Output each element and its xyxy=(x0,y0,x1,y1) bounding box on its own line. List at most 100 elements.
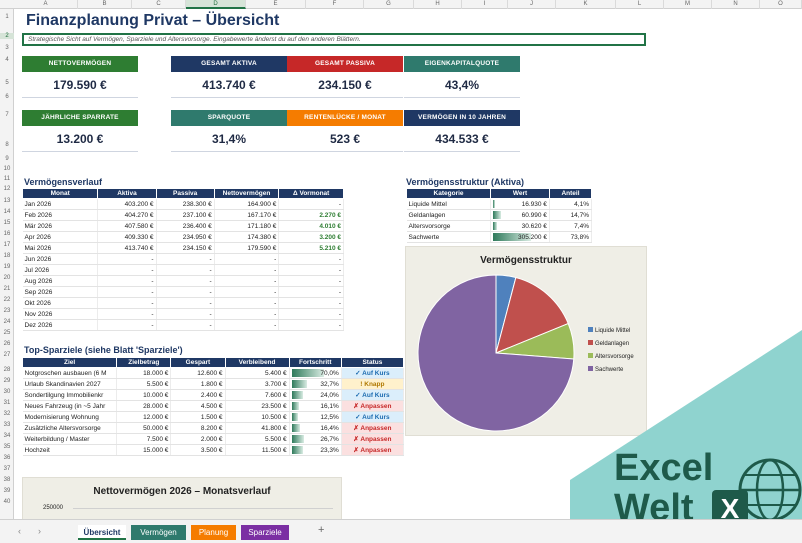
struktur-header-cell[interactable]: Kategorie xyxy=(405,188,492,199)
table-cell[interactable]: 50.000 € xyxy=(116,422,172,434)
table-cell[interactable]: - xyxy=(156,253,215,265)
table-cell[interactable]: 73,8% xyxy=(549,231,593,243)
table-cell[interactable]: - xyxy=(156,319,215,331)
column-header-A[interactable]: A xyxy=(14,0,78,9)
table-cell[interactable]: - xyxy=(214,286,280,298)
table-cell[interactable]: 413.740 € xyxy=(97,242,157,254)
table-cell[interactable]: 5.210 € xyxy=(278,242,344,254)
table-cell[interactable]: Mär 2026 xyxy=(22,220,99,232)
row-header-19[interactable]: 19 xyxy=(3,264,11,270)
table-cell[interactable]: - xyxy=(278,297,344,309)
table-cell[interactable]: 238.300 € xyxy=(156,198,215,210)
row-header-20[interactable]: 20 xyxy=(3,275,11,281)
table-cell[interactable]: - xyxy=(278,319,344,331)
table-cell[interactable]: - xyxy=(156,308,215,320)
status-badge[interactable]: ✗ Anpassen xyxy=(341,400,405,412)
table-cell[interactable]: Weiterbildung / Master xyxy=(22,433,118,445)
table-cell[interactable]: Altersvorsorge xyxy=(406,220,492,232)
table-cell[interactable]: 237.100 € xyxy=(156,209,215,221)
table-cell[interactable]: Zusätzliche Altersvorsorge xyxy=(22,422,118,434)
table-cell[interactable]: 407.580 € xyxy=(97,220,157,232)
table-cell[interactable]: Modernisierung Wohnung xyxy=(22,411,118,423)
table-cell[interactable]: Apr 2026 xyxy=(22,231,99,243)
table-cell[interactable]: Nov 2026 xyxy=(22,308,99,320)
column-header-H[interactable]: H xyxy=(414,0,462,9)
table-cell[interactable]: Aug 2026 xyxy=(22,275,99,287)
table-cell[interactable]: Sondertilgung Immobilienkr xyxy=(22,389,118,401)
table-cell[interactable]: Urlaub Skandinavien 2027 xyxy=(22,378,118,390)
table-cell[interactable]: 16.930 € xyxy=(490,198,550,210)
table-cell[interactable]: 16,1% xyxy=(289,400,342,412)
table-cell[interactable]: 167.170 € xyxy=(214,209,280,221)
tab-scroll-left-icon[interactable]: ‹ xyxy=(18,526,21,536)
row-header-12[interactable]: 12 xyxy=(3,186,11,192)
table-cell[interactable]: 2.400 € xyxy=(170,389,226,401)
table-cell[interactable]: 12.600 € xyxy=(170,367,226,379)
tab-vermoegen[interactable]: Vermögen xyxy=(131,525,186,540)
column-header-E[interactable]: E xyxy=(246,0,306,9)
table-cell[interactable]: Hochzeit xyxy=(22,444,118,456)
verlauf-header-cell[interactable]: Monat xyxy=(21,188,99,199)
kpi-value[interactable]: 434.533 € xyxy=(404,126,520,152)
table-cell[interactable]: 12,5% xyxy=(289,411,342,423)
tab-sparziele[interactable]: Sparziele xyxy=(241,525,289,540)
row-header-22[interactable]: 22 xyxy=(3,297,11,303)
status-badge[interactable]: ! Knapp xyxy=(341,378,405,390)
table-cell[interactable]: 4,1% xyxy=(549,198,593,210)
status-badge[interactable]: ✓ Auf Kurs xyxy=(341,367,405,379)
table-cell[interactable]: 404.270 € xyxy=(97,209,157,221)
table-cell[interactable]: 32,7% xyxy=(289,378,342,390)
row-header-2[interactable]: 2 xyxy=(0,33,14,39)
table-cell[interactable]: 14,7% xyxy=(549,209,593,221)
table-cell[interactable]: - xyxy=(278,198,344,210)
verlauf-header-cell[interactable]: Nettovermögen xyxy=(213,188,280,199)
table-cell[interactable]: - xyxy=(97,319,157,331)
sparziele-header-cell[interactable]: Fortschritt xyxy=(288,357,342,368)
table-cell[interactable]: 41.800 € xyxy=(225,422,290,434)
table-cell[interactable]: 5.500 € xyxy=(116,378,172,390)
table-cell[interactable]: - xyxy=(97,308,157,320)
column-header-C[interactable]: C xyxy=(132,0,186,9)
column-header-L[interactable]: L xyxy=(616,0,664,9)
sparziele-header-cell[interactable]: Zielbetrag xyxy=(116,357,172,368)
table-cell[interactable]: 164.900 € xyxy=(214,198,280,210)
table-cell[interactable]: - xyxy=(156,275,215,287)
table-cell[interactable]: Geldanlagen xyxy=(406,209,492,221)
table-cell[interactable]: 60.990 € xyxy=(490,209,550,221)
column-header-N[interactable]: N xyxy=(712,0,760,9)
table-cell[interactable]: 2.270 € xyxy=(278,209,344,221)
row-header-35[interactable]: 35 xyxy=(3,444,11,450)
table-cell[interactable]: 234.950 € xyxy=(156,231,215,243)
table-cell[interactable]: - xyxy=(214,253,280,265)
status-badge[interactable]: ✗ Anpassen xyxy=(341,422,405,434)
table-cell[interactable]: 234.150 € xyxy=(156,242,215,254)
table-cell[interactable]: Neues Fahrzeug (in ~5 Jahr xyxy=(22,400,118,412)
table-cell[interactable]: 171.180 € xyxy=(214,220,280,232)
line-chart[interactable]: Nettovermögen 2026 – Monatsverlauf 25000… xyxy=(22,477,342,522)
table-cell[interactable]: - xyxy=(278,286,344,298)
table-cell[interactable]: 23.500 € xyxy=(225,400,290,412)
tab-scroll-right-icon[interactable]: › xyxy=(38,526,41,536)
table-cell[interactable]: 3.200 € xyxy=(278,231,344,243)
sparziele-header-cell[interactable]: Ziel xyxy=(21,357,118,368)
column-header-B[interactable]: B xyxy=(78,0,132,9)
row-header-1[interactable]: 1 xyxy=(5,14,9,20)
table-cell[interactable]: 70,0% xyxy=(289,367,342,379)
row-header-31[interactable]: 31 xyxy=(3,400,11,406)
table-cell[interactable]: - xyxy=(214,308,280,320)
row-header-29[interactable]: 29 xyxy=(3,378,11,384)
column-header-O[interactable]: O xyxy=(760,0,802,9)
verlauf-header-cell[interactable]: Aktiva xyxy=(97,188,157,199)
table-cell[interactable]: 10.500 € xyxy=(225,411,290,423)
row-header-11[interactable]: 11 xyxy=(3,176,11,182)
table-cell[interactable]: 24,0% xyxy=(289,389,342,401)
table-cell[interactable]: 5.400 € xyxy=(225,367,290,379)
column-header-J[interactable]: J xyxy=(508,0,556,9)
row-header-28[interactable]: 28 xyxy=(3,367,11,373)
row-header-5[interactable]: 5 xyxy=(5,80,9,86)
table-cell[interactable]: Jan 2026 xyxy=(22,198,99,210)
row-header-36[interactable]: 36 xyxy=(3,455,11,461)
row-header-37[interactable]: 37 xyxy=(3,466,11,472)
table-cell[interactable]: 26,7% xyxy=(289,433,342,445)
table-cell[interactable]: - xyxy=(156,264,215,276)
